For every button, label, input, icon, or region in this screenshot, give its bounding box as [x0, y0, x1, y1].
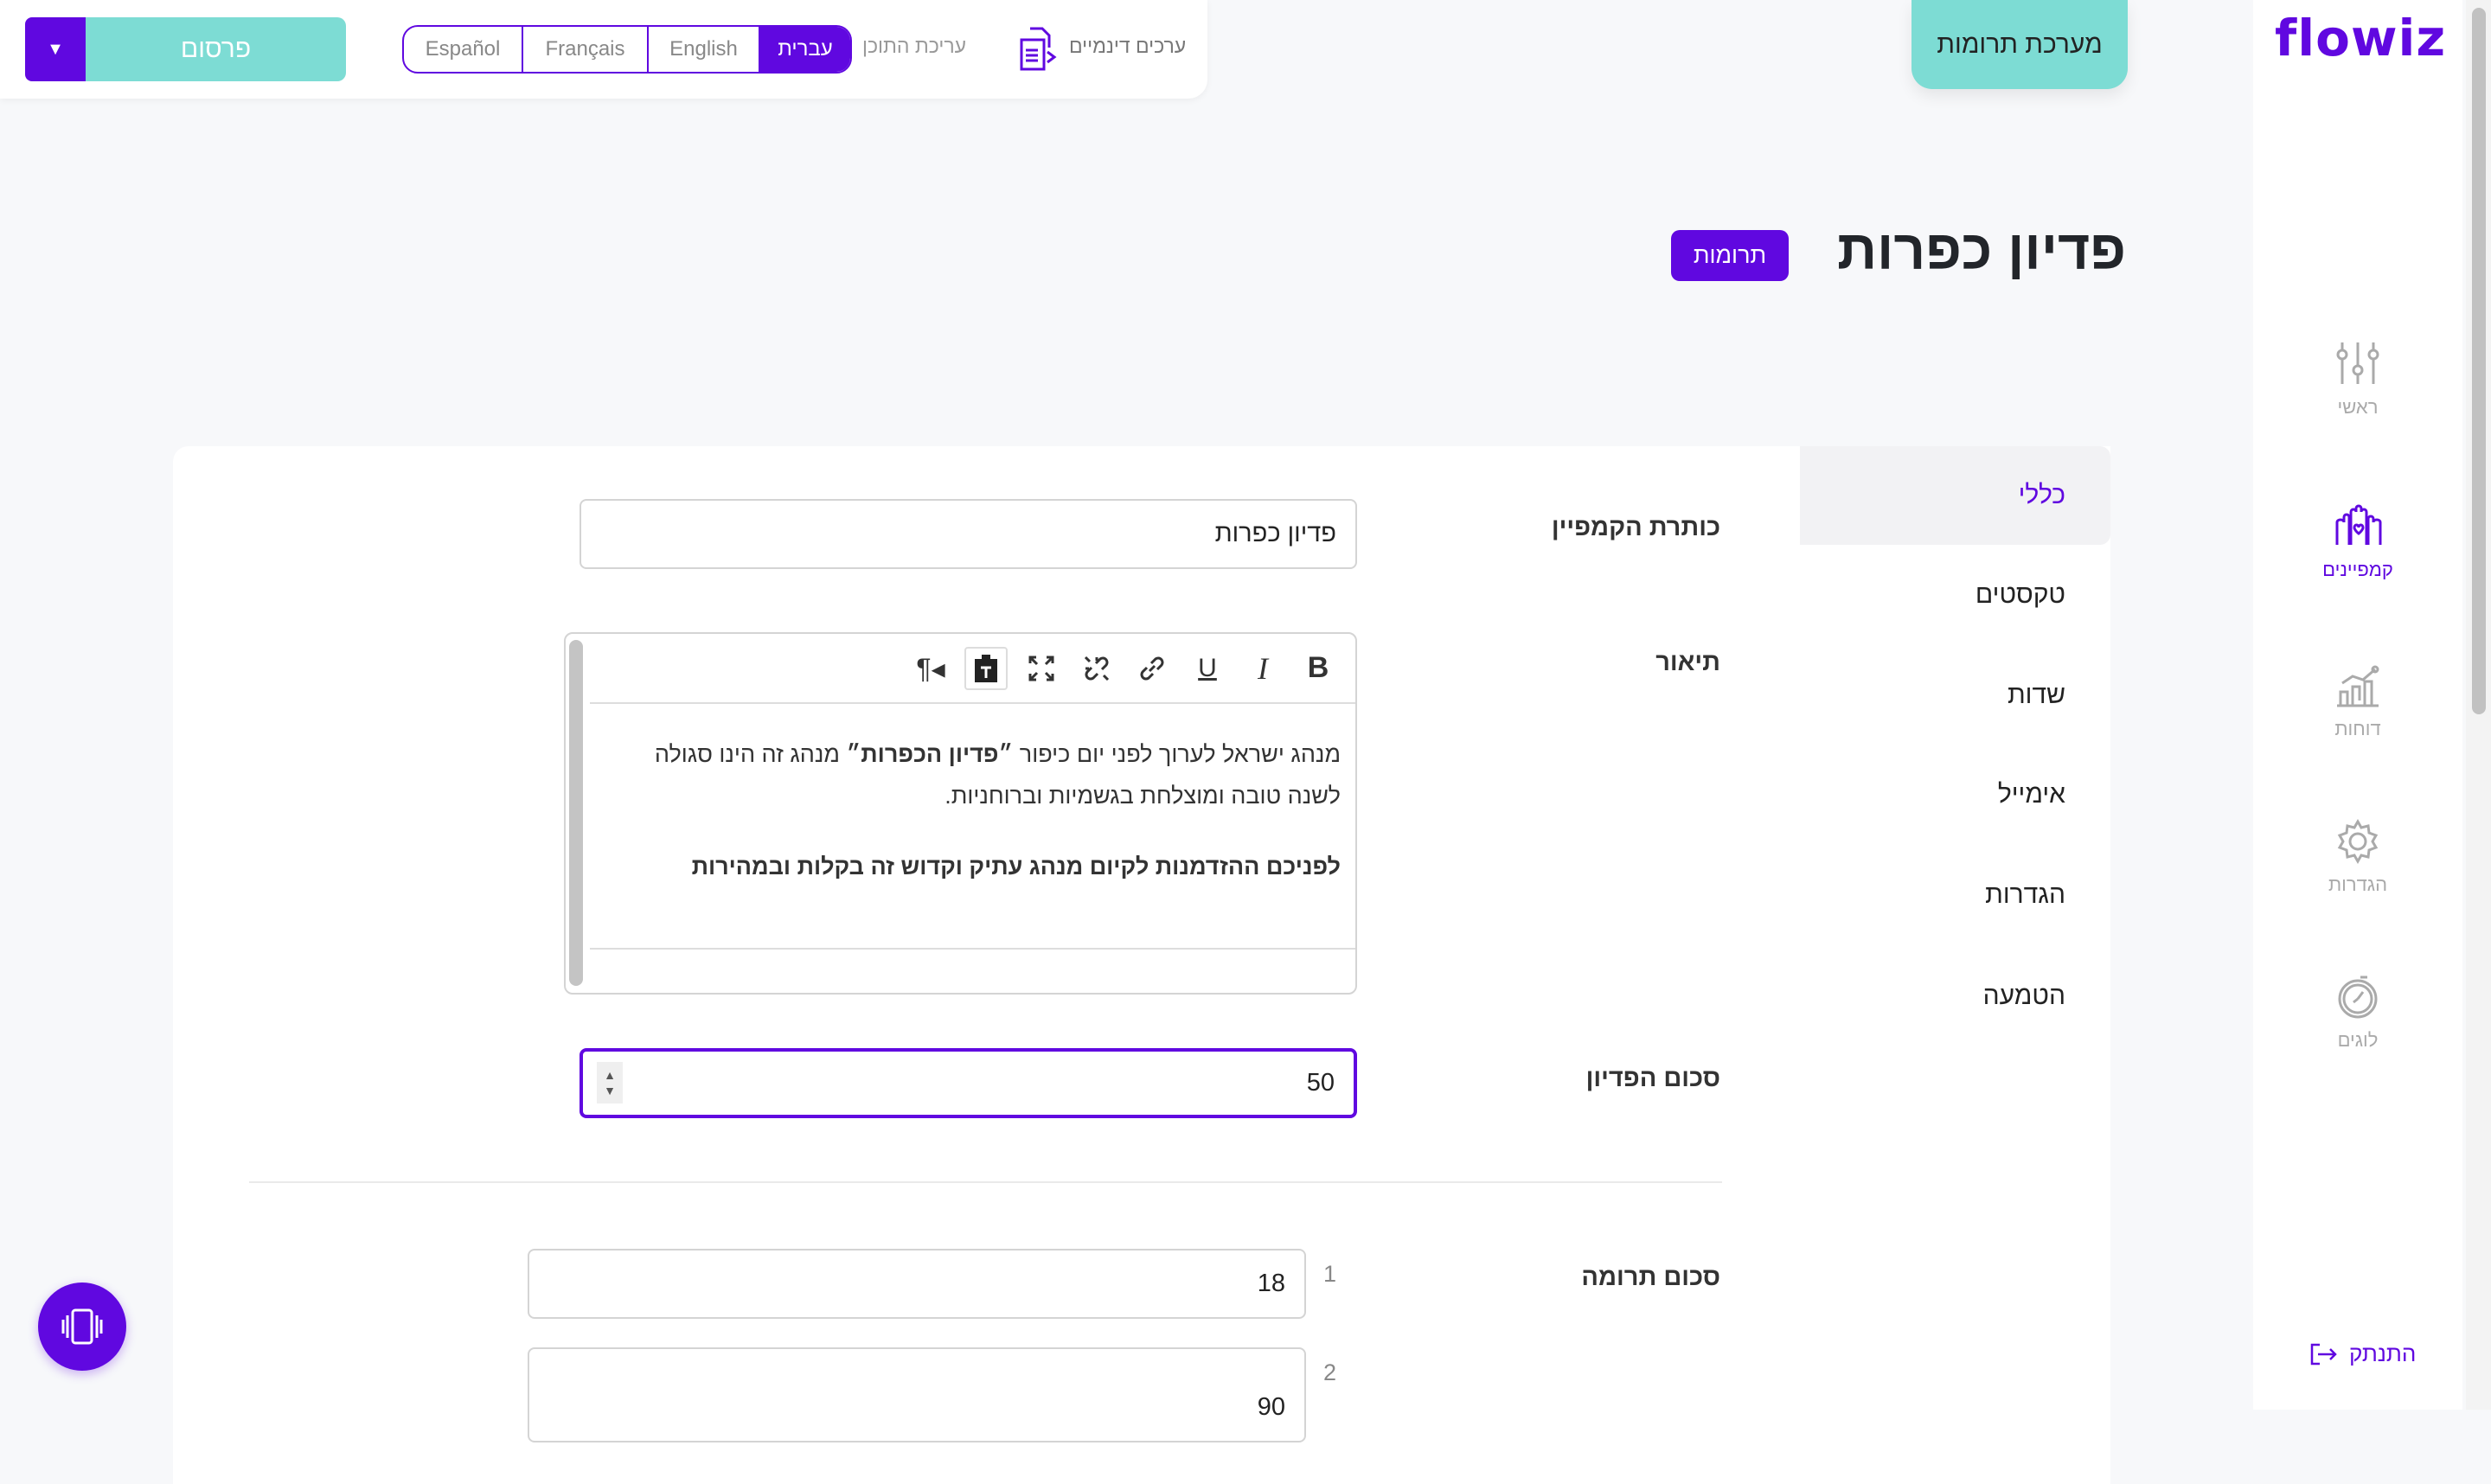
caret-down-icon: ▼ [47, 39, 64, 59]
sliders-icon [2336, 342, 2379, 384]
page-title: פדיון כפרות [1837, 219, 2126, 281]
campaign-title-label: כותרת הקמפיין [1551, 514, 1720, 541]
logout-button[interactable]: התנתק [2309, 1340, 2416, 1367]
clock-icon [2338, 975, 2378, 1019]
spin-down-icon[interactable]: ▼ [604, 1084, 616, 1097]
tab-embed[interactable]: הטמעה [1982, 982, 2065, 1010]
sidebar-item-reports[interactable]: דוחות [2289, 662, 2427, 740]
sidebar-item-logs[interactable]: לוגים [2289, 974, 2427, 1052]
logout-icon [2310, 1343, 2337, 1365]
sidebar-item-label: ראשי [2337, 396, 2379, 418]
editor-content[interactable]: מנהג ישראל לערוך לפני יום כיפור ״פדיון ה… [597, 733, 1341, 887]
tab-email[interactable]: אימייל [1997, 780, 2065, 809]
description-text: מנהג זה הינו סגולה לשנה טובה ומוצלחת בגש… [654, 741, 1341, 809]
device-preview-button[interactable] [38, 1283, 126, 1371]
paste-text-icon[interactable] [964, 646, 1008, 690]
description-text: מנהג ישראל לערוך לפני יום כיפור [1013, 741, 1341, 767]
donation-amount-input[interactable]: 90 [528, 1347, 1306, 1442]
bold-icon[interactable]: B [1307, 651, 1329, 684]
text-direction-icon[interactable]: ¶◂ [916, 652, 945, 684]
editor-scrollbar[interactable] [569, 640, 583, 986]
sidebar-item-label: דוחות [2334, 718, 2381, 739]
campaign-title-input[interactable]: פדיון כפרות [580, 499, 1357, 569]
underline-icon[interactable]: U [1198, 653, 1217, 682]
gear-icon [2337, 818, 2379, 865]
editor-toolbar: B I U ¶◂ [590, 634, 1355, 704]
category-badge: תרומות [1671, 230, 1789, 281]
language-switcher: Español Français English עברית [402, 25, 852, 74]
sidebar-item-label: קמפיינים [2322, 559, 2393, 580]
italic-icon[interactable]: I [1258, 650, 1268, 686]
description-label: תיאור [1655, 649, 1720, 676]
tab-settings[interactable]: הגדרות [1985, 880, 2065, 909]
sidebar-item-label: לוגים [2337, 1029, 2379, 1051]
logout-label: התנתק [2349, 1340, 2417, 1366]
dynamic-values-link[interactable]: ערכים דינמיים [1069, 35, 1187, 57]
tab-texts[interactable]: טקסטים [1975, 580, 2065, 609]
content-edit-label: עריכת התוכן [862, 35, 967, 57]
redemption-amount-input[interactable]: 50 [580, 1048, 1357, 1118]
flowiz-logo[interactable]: flowiz [2275, 9, 2447, 67]
dynamic-values-icon[interactable] [1018, 26, 1060, 73]
publish-button[interactable]: פרסום [86, 17, 346, 81]
description-bold: ״פדיון הכפרות״ [846, 741, 1014, 767]
row-index: 2 [1323, 1359, 1337, 1385]
row-index: 1 [1323, 1261, 1337, 1287]
unlink-icon[interactable] [1075, 647, 1118, 690]
description-callout: לפניכם ההזדמנות לקיום מנהג עתיק וקדוש זה… [691, 854, 1341, 880]
settings-tabs [1800, 446, 2110, 1484]
section-divider [249, 1181, 1722, 1183]
lang-he[interactable]: עברית [759, 27, 850, 72]
sidebar-item-settings[interactable]: הגדרות [2289, 818, 2427, 896]
sidebar-item-label: הגדרות [2328, 873, 2388, 895]
link-icon[interactable] [1130, 647, 1174, 690]
device-preview-icon [61, 1308, 103, 1345]
publish-options-dropdown[interactable]: ▼ [25, 17, 86, 81]
lang-en[interactable]: English [647, 27, 759, 72]
donation-amount-label: סכום תרומה [1581, 1263, 1720, 1291]
tab-general[interactable]: כללי [1800, 446, 2110, 545]
editor-statusbar [590, 948, 1355, 950]
fullscreen-icon[interactable] [1020, 647, 1063, 690]
tab-fields[interactable]: שדות [2007, 681, 2065, 709]
lang-es[interactable]: Español [425, 37, 501, 61]
sidebar-item-home[interactable]: ראשי [2289, 339, 2427, 419]
spin-up-icon[interactable]: ▲ [604, 1068, 616, 1082]
system-tab[interactable]: מערכת תרומות [1911, 0, 2128, 89]
redemption-amount-label: סכום הפדיון [1585, 1065, 1720, 1092]
page-scrollbar-thumb[interactable] [2472, 8, 2486, 714]
chart-icon [2337, 665, 2379, 707]
hands-heart-icon [2335, 504, 2382, 545]
description-editor[interactable] [564, 632, 1357, 995]
lang-fr[interactable]: Français [522, 27, 647, 72]
sidebar-item-campaigns[interactable]: קמפיינים [2289, 502, 2427, 581]
number-spinner[interactable]: ▲ ▼ [597, 1062, 623, 1103]
donation-amount-input[interactable]: 18 [528, 1249, 1306, 1319]
